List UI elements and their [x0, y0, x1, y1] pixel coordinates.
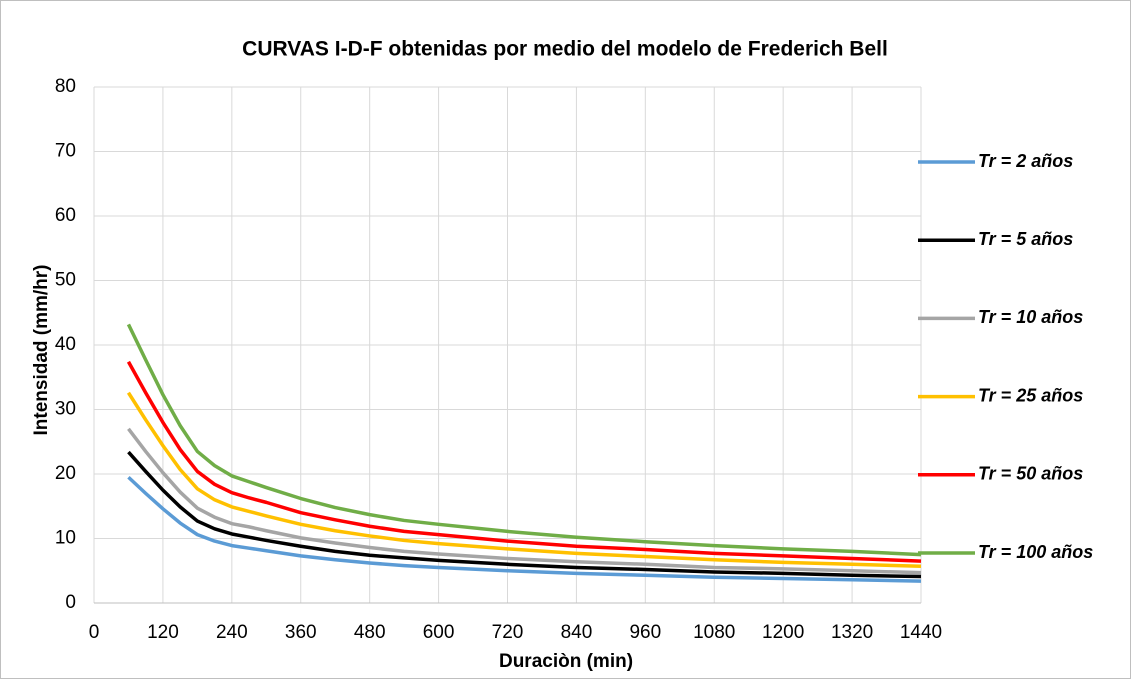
y-tick-label: 20 [55, 463, 76, 484]
series-line [127, 475, 922, 583]
x-tick-label: 240 [216, 622, 248, 643]
y-tick-label: 30 [55, 399, 76, 420]
legend-label: Tr = 25 años [978, 385, 1083, 405]
series-line [126, 391, 922, 568]
y-tick-label: 50 [55, 270, 76, 291]
series-line [126, 323, 922, 557]
legend-label: Tr = 10 años [978, 307, 1083, 327]
x-tick-label: 1200 [762, 622, 804, 643]
y-tick-label: 40 [55, 334, 76, 355]
legend-label: Tr = 50 años [978, 464, 1083, 484]
x-tick-label: 0 [89, 622, 100, 643]
x-tick-label: 720 [492, 622, 524, 643]
y-tick-label: 0 [65, 592, 76, 613]
x-tick-label: 600 [423, 622, 455, 643]
y-tick-label: 10 [55, 528, 76, 549]
y-tick-label: 70 [55, 141, 76, 162]
chart-title: CURVAS I-D-F obtenidas por medio del mod… [242, 38, 888, 61]
x-tick-label: 360 [285, 622, 317, 643]
series-line [127, 427, 922, 575]
y-axis-label: Intensidad (mm/hr) [31, 264, 52, 435]
y-tick-label: 80 [55, 76, 76, 97]
series-line [127, 450, 922, 579]
x-tick-label: 120 [147, 622, 179, 643]
x-tick-label: 1080 [693, 622, 735, 643]
x-tick-label: 840 [561, 622, 593, 643]
x-tick-label: 1320 [831, 622, 873, 643]
x-tick-label: 480 [354, 622, 386, 643]
series-line [126, 360, 922, 563]
legend-label: Tr = 5 años [978, 229, 1073, 249]
y-tick-label: 60 [55, 205, 76, 226]
legend-label: Tr = 2 años [978, 151, 1073, 171]
x-tick-label: 960 [629, 622, 661, 643]
x-tick-label: 1440 [900, 622, 942, 643]
x-axis-label: Duraciòn (min) [499, 651, 633, 672]
legend-label: Tr = 100 años [978, 542, 1093, 562]
